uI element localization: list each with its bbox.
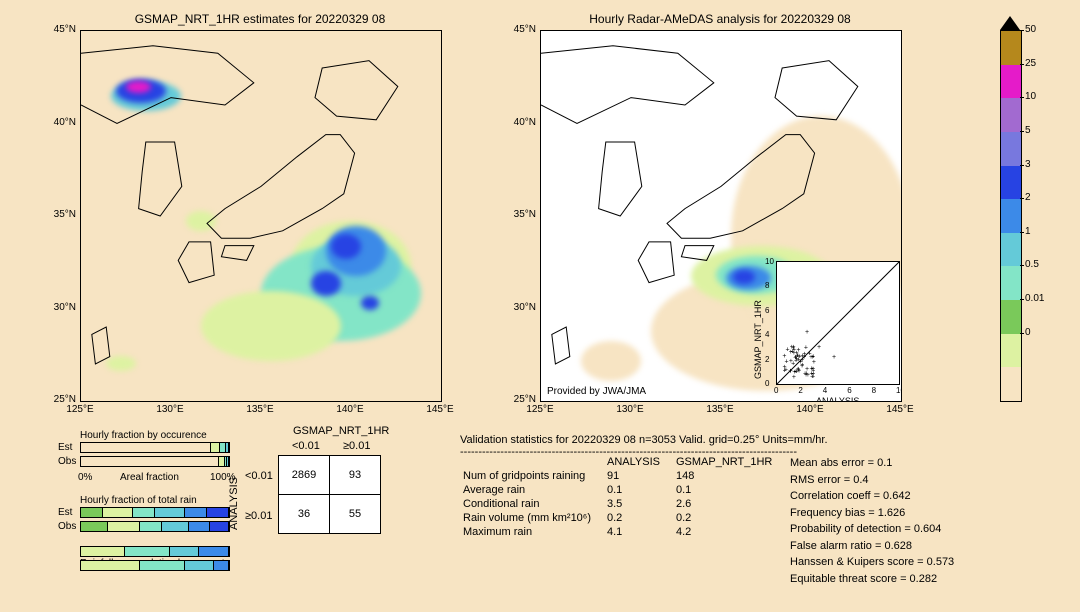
svg-text:+: +: [803, 371, 807, 378]
svg-text:+: +: [792, 369, 796, 376]
y-tick: 30°N: [506, 302, 536, 313]
stat-line: Probability of detection = 0.604: [790, 521, 954, 538]
colorbar-label: 5: [1025, 125, 1031, 136]
y-tick: 40°N: [506, 117, 536, 128]
colorbar-label: 10: [1025, 91, 1036, 102]
stat-line: Correlation coeff = 0.642: [790, 488, 954, 505]
contingency-row0: <0.01: [245, 470, 273, 482]
validation-stats: Mean abs error = 0.1RMS error = 0.4Corre…: [790, 455, 954, 587]
validation-table: ANALYSISGSMAP_NRT_1HR Num of gridpoints …: [455, 455, 780, 539]
left-map-panel: [80, 30, 442, 402]
x-tick: 140°E: [795, 404, 825, 415]
bar-row-label: Est: [58, 442, 72, 453]
colorbar-label: 2: [1025, 192, 1031, 203]
colorbar-label: 0.01: [1025, 293, 1044, 304]
right-map-panel: Provided by JWA/JMA+++++++++++++++++++++…: [540, 30, 902, 402]
x-tick: 145°E: [425, 404, 455, 415]
precip-blob: [201, 291, 341, 361]
colorbar: [1000, 30, 1022, 402]
precip-blob: [311, 271, 341, 296]
colorbar-label: 3: [1025, 159, 1031, 170]
precip-blob: [581, 341, 641, 381]
inset-scatter: ++++++++++++++++++++++++++++++++++++++++…: [776, 261, 900, 385]
x-tick: 135°E: [705, 404, 735, 415]
stat-line: RMS error = 0.4: [790, 472, 954, 489]
fraction-bar: [80, 442, 230, 453]
colorbar-label: 0: [1025, 327, 1031, 338]
y-tick: 40°N: [46, 117, 76, 128]
precip-blob: [106, 356, 136, 371]
svg-text:+: +: [797, 368, 801, 375]
colorbar-label: 50: [1025, 24, 1036, 35]
precip-blob: [126, 81, 151, 93]
svg-text:+: +: [817, 344, 821, 351]
svg-text:+: +: [792, 350, 796, 357]
x-tick: 145°E: [885, 404, 915, 415]
fraction-bar: [80, 521, 230, 532]
contingency-title: GSMAP_NRT_1HR: [293, 425, 389, 437]
bar-row-label: Obs: [58, 521, 76, 532]
x-tick: 135°E: [245, 404, 275, 415]
svg-text:+: +: [832, 354, 836, 361]
svg-text:+: +: [804, 344, 808, 351]
precip-blob: [361, 296, 379, 310]
stat-line: Equitable threat score = 0.282: [790, 571, 954, 588]
y-tick: 45°N: [506, 24, 536, 35]
stat-line: False alarm ratio = 0.628: [790, 538, 954, 555]
fraction-bar: [80, 507, 230, 518]
fraction-bar: [80, 546, 230, 557]
y-tick: 30°N: [46, 302, 76, 313]
svg-text:+: +: [805, 329, 809, 336]
left-map-title: GSMAP_NRT_1HR estimates for 20220329 08: [80, 12, 440, 26]
x-tick: 140°E: [335, 404, 365, 415]
svg-text:+: +: [783, 364, 787, 371]
provider-label: Provided by JWA/JMA: [547, 386, 646, 397]
x-tick: 130°E: [615, 404, 645, 415]
svg-text:+: +: [811, 371, 815, 378]
colorbar-label: 1: [1025, 226, 1031, 237]
precip-blob: [186, 211, 216, 231]
fraction-bar: [80, 560, 230, 571]
colorbar-label: 25: [1025, 58, 1036, 69]
contingency-col0: <0.01: [292, 440, 320, 452]
x-tick: 125°E: [65, 404, 95, 415]
bar-row-label: Obs: [58, 456, 76, 467]
colorbar-label: 0.5: [1025, 259, 1039, 270]
contingency-table: 286993 3655: [278, 455, 381, 534]
contingency-row1: ≥0.01: [245, 510, 272, 522]
y-tick: 35°N: [46, 209, 76, 220]
bar-row-label: Est: [58, 507, 72, 518]
svg-text:+: +: [811, 353, 815, 360]
contingency-col1: ≥0.01: [343, 440, 370, 452]
x-tick: 130°E: [155, 404, 185, 415]
occurrence-title: Hourly fraction by occurence: [80, 430, 207, 441]
y-tick: 35°N: [506, 209, 536, 220]
precip-blob: [733, 270, 755, 284]
totalrain-title: Hourly fraction of total rain: [80, 495, 197, 506]
x-tick: 125°E: [525, 404, 555, 415]
precip-blob: [331, 234, 361, 259]
stat-line: Hanssen & Kuipers score = 0.573: [790, 554, 954, 571]
svg-text:+: +: [797, 356, 801, 363]
stat-line: Mean abs error = 0.1: [790, 455, 954, 472]
right-map-title: Hourly Radar-AMeDAS analysis for 2022032…: [540, 12, 900, 26]
fraction-bar: [80, 456, 230, 467]
svg-text:+: +: [782, 353, 786, 360]
y-tick: 45°N: [46, 24, 76, 35]
stat-line: Frequency bias = 1.626: [790, 505, 954, 522]
